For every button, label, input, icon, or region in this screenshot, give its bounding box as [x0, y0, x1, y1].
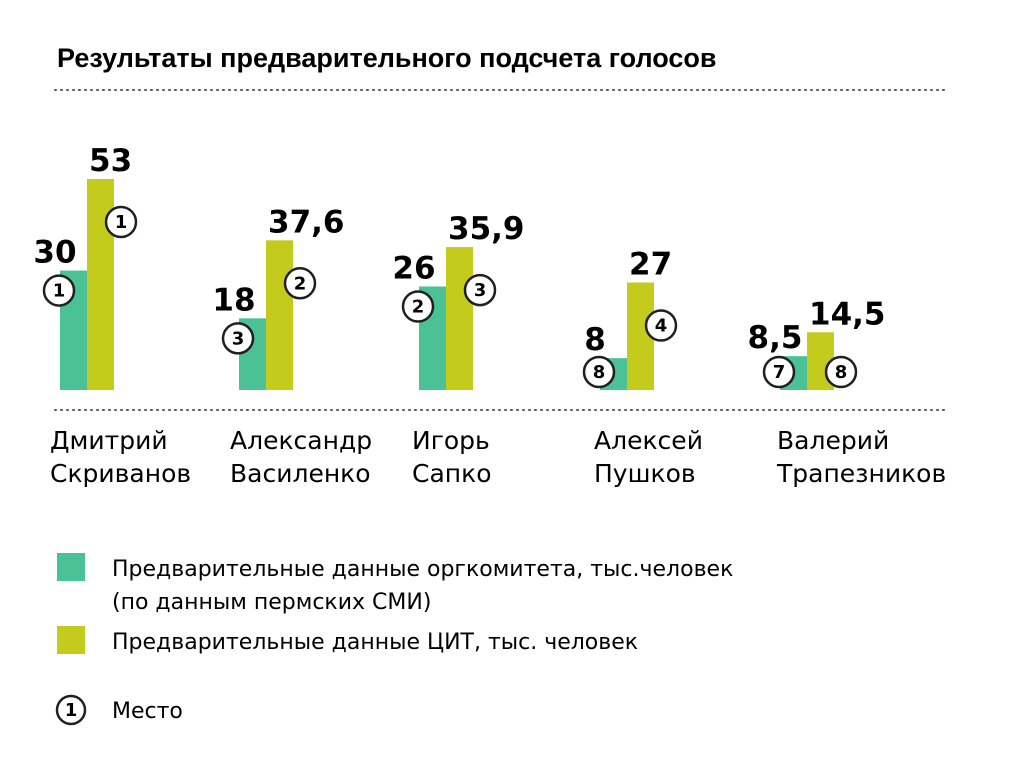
place-badge-cit-3: [463, 273, 497, 307]
value-label-cit-3: 35,9: [448, 211, 525, 247]
place-number-orgcom-3: 2: [412, 296, 425, 317]
place-number-cit-5: 8: [835, 362, 848, 383]
candidate-name-1-line1: Дмитрий: [50, 426, 168, 455]
candidate-name-5-line1: Валерий: [777, 426, 889, 455]
bar-cit-2: [266, 240, 293, 390]
legend-place-label: Место: [112, 699, 183, 724]
place-badge-orgcom-3: [401, 290, 435, 323]
legend-place-number: 1: [65, 700, 78, 721]
place-badge-cit-5: [824, 355, 858, 389]
place-number-orgcom-5: 7: [773, 362, 786, 383]
legend-swatch-orgcom: [57, 553, 85, 581]
bars-layer: 30 1 53 1 18 3 37,6 2 26 2 35,9 3 8 8 27 4 8,5 7 14,5 8: [33, 143, 886, 390]
candidate-name-5-line2: Трапезников: [776, 459, 946, 488]
legend-place-badge: [55, 694, 87, 726]
candidate-name-4-line2: Пушков: [594, 459, 696, 488]
value-label-orgcom-5: 8,5: [748, 320, 803, 356]
candidate-name-3-line1: Игорь: [412, 426, 490, 455]
legend-orgcom-line1: Предварительные данные оргкомитета, тыс.…: [112, 557, 733, 582]
value-label-cit-1: 53: [89, 143, 132, 179]
candidate-name-4-line1: Алексей: [594, 426, 703, 455]
place-number-cit-4: 4: [655, 316, 668, 337]
candidate-name-3-line2: Сапко: [412, 459, 492, 488]
place-badge-cit-1: [104, 205, 138, 239]
candidate-name-1-line2: Скриванов: [50, 459, 191, 488]
place-badge-cit-4: [644, 309, 678, 342]
place-number-cit-1: 1: [115, 212, 128, 233]
value-label-cit-5: 14,5: [809, 296, 886, 332]
chart-title: Результаты предварительного подсчета гол…: [57, 43, 717, 73]
bar-cit-3: [446, 247, 473, 390]
value-label-orgcom-1: 30: [33, 235, 76, 271]
legend-orgcom-line2: (по данным пермских СМИ): [112, 590, 431, 615]
value-label-cit-2: 37,6: [268, 204, 345, 240]
value-label-orgcom-2: 18: [212, 282, 255, 318]
place-badge-orgcom-4: [582, 355, 616, 389]
place-number-cit-3: 3: [474, 280, 487, 301]
value-label-orgcom-3: 26: [392, 250, 435, 286]
legend-cit: Предварительные данные ЦИТ, тыс. человек: [112, 630, 638, 655]
place-number-orgcom-1: 1: [53, 281, 66, 302]
candidate-name-2-line2: Василенко: [230, 459, 371, 488]
place-badge-cit-2: [283, 267, 317, 300]
candidate-name-2-line1: Александр: [230, 426, 372, 455]
place-badge-orgcom-5: [762, 355, 796, 389]
place-badge-orgcom-2: [221, 322, 255, 355]
place-badge-orgcom-1: [42, 274, 76, 307]
place-number-orgcom-4: 8: [593, 362, 606, 383]
place-number-orgcom-2: 3: [232, 328, 245, 349]
value-label-cit-4: 27: [629, 247, 672, 283]
legend-swatch-cit: [57, 626, 85, 654]
candidate-labels: Дмитрий Скриванов Александр Василенко Игорь С…: [50, 426, 946, 488]
value-label-orgcom-4: 8: [584, 322, 606, 358]
place-number-cit-2: 2: [294, 273, 307, 294]
